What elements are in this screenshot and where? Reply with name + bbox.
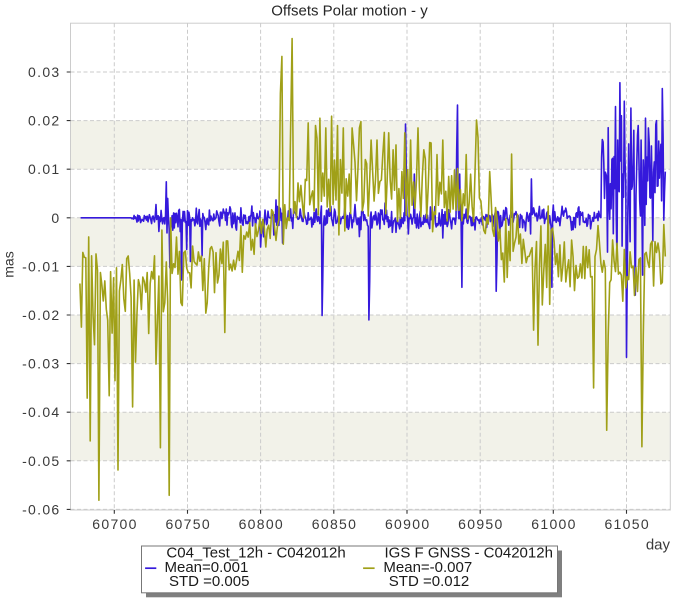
svg-text:60950: 60950 [458, 516, 503, 532]
svg-text:Mean=0.001: Mean=0.001 [165, 559, 249, 576]
svg-text:60800: 60800 [239, 516, 284, 532]
svg-text:-0.02: -0.02 [22, 307, 60, 323]
svg-text:Offsets Polar motion - y: Offsets Polar motion - y [271, 3, 428, 20]
svg-text:-0.03: -0.03 [22, 356, 60, 372]
svg-text:0.02: 0.02 [28, 113, 60, 129]
svg-text:-0.04: -0.04 [22, 404, 60, 420]
svg-text:Mean=-0.007: Mean=-0.007 [383, 559, 472, 576]
svg-text:60700: 60700 [92, 516, 137, 532]
svg-text:IGS F GNSS - C042012h: IGS F GNSS - C042012h [385, 545, 553, 562]
svg-text:0.01: 0.01 [28, 161, 60, 177]
svg-text:0.03: 0.03 [28, 64, 60, 80]
svg-text:60850: 60850 [312, 516, 357, 532]
svg-text:day: day [646, 537, 671, 554]
svg-text:0: 0 [51, 210, 60, 226]
svg-text:61000: 61000 [531, 516, 576, 532]
svg-text:60900: 60900 [385, 516, 430, 532]
svg-text:C04_Test_12h - C042012h: C04_Test_12h - C042012h [166, 545, 345, 562]
svg-text:STD =0.005: STD =0.005 [169, 573, 249, 590]
svg-text:-0.05: -0.05 [22, 453, 60, 469]
svg-text:-0.06: -0.06 [22, 501, 60, 517]
svg-text:60750: 60750 [165, 516, 210, 532]
svg-text:mas: mas [1, 251, 17, 277]
svg-text:-0.01: -0.01 [22, 258, 60, 274]
svg-text:STD =0.012: STD =0.012 [389, 573, 469, 590]
svg-text:61050: 61050 [604, 516, 649, 532]
